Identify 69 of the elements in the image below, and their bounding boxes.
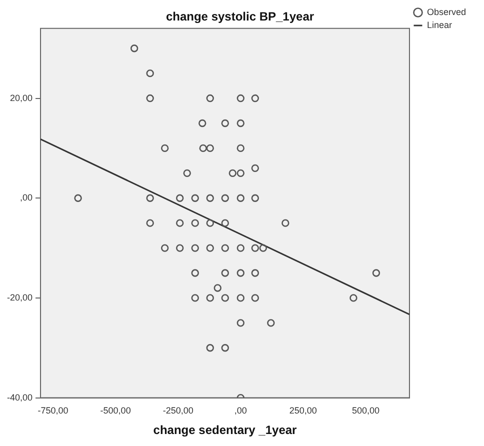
- point: [236, 294, 244, 302]
- point: [221, 219, 229, 227]
- point: [236, 269, 244, 277]
- point: [221, 269, 229, 277]
- point: [160, 144, 169, 152]
- y-tick-label: -20,00: [6, 292, 33, 302]
- point: [191, 294, 199, 302]
- point: [199, 144, 207, 152]
- point: [221, 344, 229, 352]
- x-tick-label: -500,00: [100, 406, 131, 416]
- point: [183, 169, 191, 178]
- point: [214, 284, 222, 292]
- point: [206, 144, 214, 152]
- point: [251, 269, 259, 277]
- x-tick-label: 500,00: [352, 406, 380, 416]
- point: [176, 194, 184, 202]
- x-tick-label: 250,00: [289, 406, 317, 416]
- y-tick-label: 20,00: [10, 92, 33, 103]
- point: [176, 244, 184, 252]
- point: [221, 194, 229, 202]
- point: [206, 344, 214, 352]
- point: [221, 294, 229, 302]
- x-tick-label: -750,00: [38, 406, 68, 416]
- point: [251, 244, 259, 252]
- point: [221, 244, 229, 252]
- legend-label: Linear: [426, 20, 452, 30]
- point: [236, 169, 244, 178]
- x-tick-label: ,00: [234, 406, 247, 416]
- point: [191, 269, 199, 277]
- point: [221, 119, 229, 128]
- point: [282, 219, 290, 227]
- point: [176, 219, 184, 227]
- legend-label: Observed: [426, 6, 466, 17]
- point: [236, 119, 244, 128]
- point: [146, 219, 154, 227]
- point: [191, 194, 199, 202]
- y-tick-label: -40,00: [6, 392, 33, 402]
- point: [206, 219, 214, 227]
- y-tick-label: ,00: [20, 192, 33, 203]
- x-axis-title: change sedentary _1year: [153, 423, 298, 438]
- point: [251, 194, 259, 202]
- point: [198, 119, 206, 128]
- point: [236, 194, 244, 202]
- point: [251, 94, 259, 102]
- chart-title: change systolic BP_1year: [166, 10, 314, 24]
- point: [251, 164, 259, 172]
- point: [228, 169, 236, 178]
- point: [206, 244, 214, 252]
- point: [236, 244, 244, 252]
- point: [146, 194, 154, 202]
- point: [267, 319, 275, 327]
- point: [160, 244, 169, 252]
- point: [191, 244, 199, 252]
- point: [206, 194, 214, 202]
- point: [146, 69, 154, 78]
- point: [236, 144, 244, 152]
- point: [206, 294, 214, 302]
- point: [146, 94, 154, 102]
- x-tick-label: -250,00: [162, 406, 194, 416]
- point: [206, 94, 214, 102]
- point: [191, 219, 199, 227]
- point: [259, 244, 267, 252]
- point: [236, 319, 244, 327]
- point: [372, 269, 380, 277]
- point: [236, 94, 244, 102]
- point: [74, 194, 82, 202]
- point: [251, 294, 259, 302]
- point: [130, 44, 138, 52]
- point: [350, 294, 358, 302]
